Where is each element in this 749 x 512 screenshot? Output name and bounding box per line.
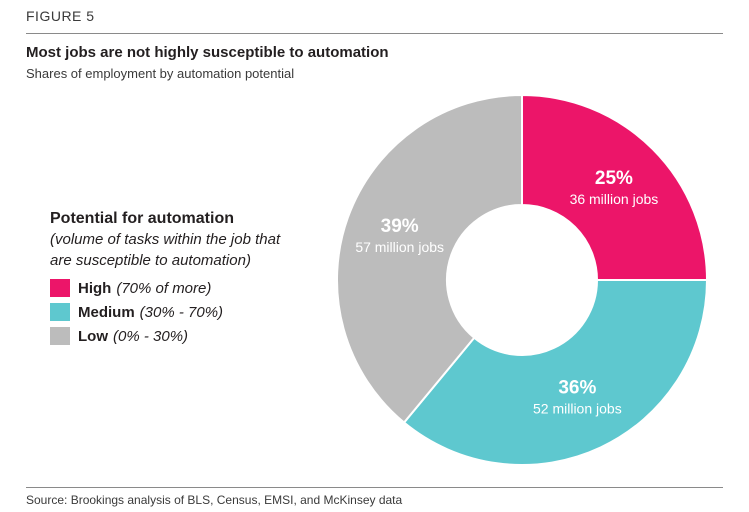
slice-high	[521, 93, 709, 281]
legend-item-medium: Medium (30% - 70%)	[50, 302, 340, 322]
legend-swatch-medium	[50, 303, 70, 321]
legend-range-high: (70% of more)	[116, 279, 212, 297]
legend-item-high: High (70% of more)	[50, 278, 340, 298]
slice-medium	[402, 279, 709, 466]
top-divider	[26, 33, 723, 34]
slice-low-percent: 39%	[381, 216, 419, 237]
slice-low-jobs: 57 million jobs	[355, 239, 444, 255]
legend-title: Potential for automation	[50, 210, 234, 227]
slice-medium-jobs: 52 million jobs	[533, 401, 622, 417]
bottom-divider	[26, 487, 723, 488]
legend-range-medium: (30% - 70%)	[139, 303, 224, 321]
slice-low	[336, 93, 523, 424]
source-note: Source: Brookings analysis of BLS, Censu…	[26, 493, 403, 507]
legend-label-low: Low	[78, 327, 108, 345]
legend-swatch-high	[50, 279, 70, 297]
slice-medium-percent: 36%	[558, 378, 596, 399]
legend-label-medium: Medium	[78, 303, 135, 321]
legend-note-line-1: (volume of tasks within the job that	[50, 231, 281, 248]
legend-item-low: Low (0% - 30%)	[50, 326, 340, 346]
legend-range-low: (0% - 30%)	[113, 327, 189, 345]
chart-title: Most jobs are not highly susceptible to …	[26, 44, 389, 61]
slice-high-percent: 25%	[595, 168, 633, 189]
slice-high-jobs: 36 million jobs	[570, 191, 659, 207]
legend: Potential for automation (volume of task…	[50, 209, 340, 350]
figure-label: FIGURE 5	[26, 8, 95, 24]
legend-label-high: High	[78, 279, 112, 297]
legend-swatch-low	[50, 327, 70, 345]
legend-note-line-2: are susceptible to automation)	[50, 252, 251, 269]
legend-items: High (70% of more) Medium (30% - 70%) Lo…	[50, 278, 340, 346]
chart-subtitle: Shares of employment by automation poten…	[26, 66, 295, 81]
